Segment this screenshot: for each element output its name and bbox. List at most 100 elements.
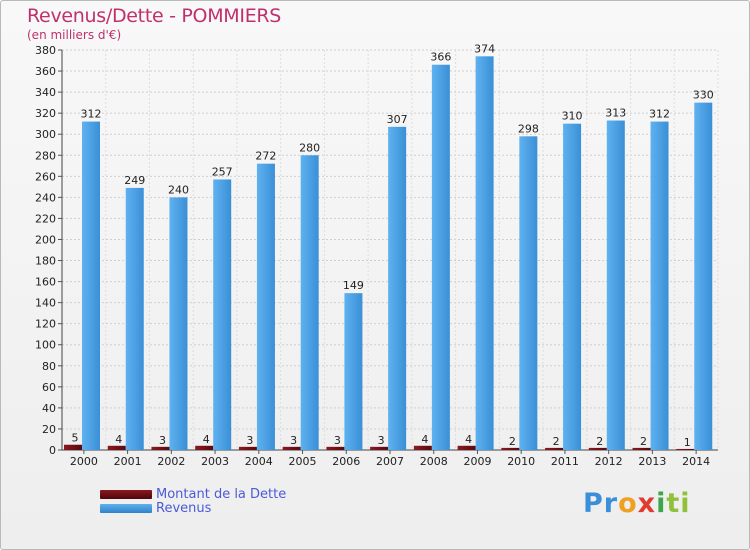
legend-label-debt: Montant de la Dette bbox=[156, 486, 287, 502]
data-label-revenue: 313 bbox=[605, 107, 626, 120]
y-tick-label: 380 bbox=[35, 44, 56, 57]
bar-revenue bbox=[694, 102, 713, 450]
bar-debt bbox=[195, 445, 214, 450]
bar-revenue bbox=[82, 121, 100, 450]
bar-debt bbox=[282, 446, 301, 450]
bar-revenue bbox=[125, 187, 144, 451]
logo-letters: x bbox=[637, 488, 657, 519]
chart-title: Revenus/Dette - POMMIERS bbox=[27, 5, 282, 27]
x-tick-label: 2009 bbox=[463, 455, 491, 468]
x-tick-label: 2010 bbox=[507, 455, 535, 468]
y-tick-label: 100 bbox=[35, 339, 56, 352]
logo-letters: ti bbox=[666, 488, 691, 519]
data-label-revenue: 374 bbox=[474, 42, 495, 55]
data-label-debt: 3 bbox=[159, 434, 166, 447]
data-label-debt: 4 bbox=[203, 433, 210, 446]
bar-revenue bbox=[344, 293, 363, 450]
bar-debt bbox=[238, 446, 257, 450]
bar-debt bbox=[632, 447, 651, 450]
data-labels: 5 312 4 249 3 240 4 257 3 272 3 280 3 149 3 307 4 366 4 374… bbox=[72, 42, 714, 449]
y-tick-label: 120 bbox=[35, 318, 56, 331]
bar-debt bbox=[588, 447, 607, 450]
legend-swatch-debt bbox=[100, 489, 152, 499]
bar-debt bbox=[64, 444, 82, 450]
bar-revenue bbox=[475, 56, 494, 450]
x-tick-label: 2013 bbox=[638, 455, 666, 468]
data-label-revenue: 366 bbox=[430, 51, 451, 64]
bar-debt bbox=[457, 445, 476, 450]
x-tick-label: 2001 bbox=[114, 455, 142, 468]
y-tick-label: 320 bbox=[35, 107, 56, 120]
bar-revenue bbox=[519, 136, 538, 450]
data-label-debt: 4 bbox=[421, 433, 428, 446]
legend-label-revenue: Revenus bbox=[156, 500, 212, 516]
legend-item-debt: Montant de la Dette bbox=[100, 486, 286, 502]
data-label-revenue: 330 bbox=[693, 89, 714, 102]
y-tick-label: 260 bbox=[35, 170, 56, 183]
legend-swatch-revenue bbox=[100, 503, 152, 513]
y-tick-label: 300 bbox=[35, 128, 56, 141]
y-tick-label: 360 bbox=[35, 65, 56, 78]
data-label-debt: 2 bbox=[553, 435, 560, 448]
data-label-revenue: 310 bbox=[562, 110, 583, 123]
bar-revenue bbox=[169, 197, 188, 450]
data-label-debt: 4 bbox=[465, 433, 472, 446]
data-label-revenue: 312 bbox=[81, 108, 102, 121]
bar-debt bbox=[370, 446, 389, 450]
bar-revenue bbox=[388, 126, 407, 450]
x-tick-label: 2003 bbox=[201, 455, 229, 468]
bar-debt bbox=[151, 446, 170, 450]
x-tick-label: 2005 bbox=[289, 455, 317, 468]
data-label-revenue: 298 bbox=[518, 122, 539, 135]
y-tick-label: 140 bbox=[35, 297, 56, 310]
x-tick-label: 2011 bbox=[551, 455, 579, 468]
x-tick-label: 2012 bbox=[595, 455, 623, 468]
data-label-debt: 1 bbox=[684, 436, 691, 449]
data-label-revenue: 307 bbox=[387, 113, 408, 126]
data-label-debt: 3 bbox=[378, 434, 385, 447]
data-label-debt: 2 bbox=[596, 435, 603, 448]
y-tick-label: 240 bbox=[35, 191, 56, 204]
y-tick-label: 340 bbox=[35, 86, 56, 99]
bar-revenue bbox=[606, 120, 625, 451]
data-label-revenue: 249 bbox=[124, 174, 145, 187]
proxiti-logo: Proxiti bbox=[583, 488, 691, 519]
y-tick-label: 180 bbox=[35, 255, 56, 268]
legend-item-revenue: Revenus bbox=[100, 500, 211, 516]
data-label-debt: 2 bbox=[509, 435, 516, 448]
data-label-debt: 4 bbox=[115, 433, 122, 446]
bars bbox=[64, 56, 713, 451]
bar-debt bbox=[326, 446, 345, 450]
y-tick-label: 60 bbox=[42, 381, 56, 394]
y-tick-label: 220 bbox=[35, 212, 56, 225]
y-tick-label: 160 bbox=[35, 276, 56, 289]
bar-chart: 0 20 40 60 80 100 120 140 160 180 200 220 240 260 280 3… bbox=[35, 42, 719, 468]
x-tick-label: 2000 bbox=[70, 455, 98, 468]
bar-debt bbox=[676, 448, 695, 450]
logo-letters: Pr bbox=[583, 488, 619, 519]
data-label-revenue: 280 bbox=[299, 141, 320, 154]
bar-revenue bbox=[650, 121, 669, 450]
logo-letters: o bbox=[618, 488, 638, 519]
data-label-revenue: 272 bbox=[255, 150, 276, 163]
bar-revenue bbox=[256, 163, 275, 450]
bar-revenue bbox=[213, 179, 232, 450]
x-tick-label: 2004 bbox=[245, 455, 273, 468]
data-label-revenue: 312 bbox=[649, 108, 670, 121]
data-label-debt: 2 bbox=[640, 435, 647, 448]
chart-subtitle: (en milliers d'€) bbox=[27, 28, 122, 42]
bar-debt bbox=[545, 447, 564, 450]
x-tick-label: 2008 bbox=[420, 455, 448, 468]
data-label-debt: 3 bbox=[334, 434, 341, 447]
bar-debt bbox=[413, 445, 432, 450]
y-tick-label: 200 bbox=[35, 233, 56, 246]
y-tick-label: 80 bbox=[42, 360, 56, 373]
y-tick-label: 20 bbox=[42, 423, 56, 436]
data-label-revenue: 240 bbox=[168, 183, 189, 196]
bar-revenue bbox=[431, 64, 450, 450]
x-tick-label: 2014 bbox=[682, 455, 710, 468]
y-tick-label: 280 bbox=[35, 149, 56, 162]
data-label-debt: 3 bbox=[246, 434, 253, 447]
logo-letters: i bbox=[656, 488, 667, 519]
data-label-revenue: 149 bbox=[343, 279, 364, 292]
